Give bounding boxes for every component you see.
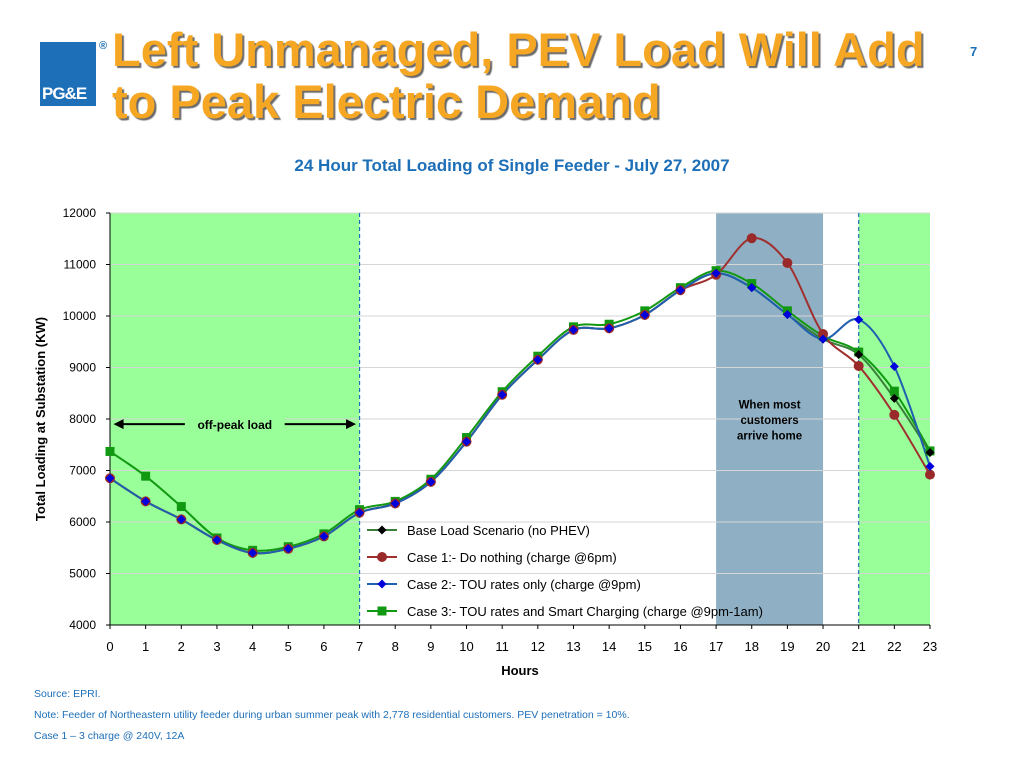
- data-point-case-2: [711, 268, 721, 278]
- data-point-case-1: [925, 469, 935, 480]
- x-tick-label: 3: [213, 639, 220, 654]
- x-tick-label: 0: [106, 639, 113, 654]
- data-point-case-2: [854, 315, 864, 325]
- x-tick-label: 17: [709, 639, 723, 654]
- data-point-case-2: [782, 309, 792, 319]
- y-tick-label: 4000: [69, 618, 96, 632]
- data-point-base-load: [925, 447, 935, 457]
- arrival-label-line-3: arrive home: [737, 431, 802, 443]
- data-point-case-2: [319, 531, 329, 541]
- x-tick-label: 7: [356, 639, 363, 654]
- x-tick-label: 19: [780, 639, 794, 654]
- y-tick-label: 9000: [69, 361, 96, 375]
- data-point-case-2: [212, 535, 222, 545]
- x-tick-label: 4: [249, 639, 256, 654]
- data-point-case-1: [818, 329, 829, 340]
- off-peak-arrowhead-left: [113, 419, 124, 430]
- logo-text: PG&E: [42, 84, 87, 103]
- y-tick-label: 5000: [69, 567, 96, 581]
- y-tick-label: 7000: [69, 464, 96, 478]
- x-tick-label: 11: [495, 639, 509, 654]
- y-tick-label: 10000: [63, 309, 97, 323]
- data-point-case-2: [248, 548, 258, 558]
- legend-label-base-load: Base Load Scenario (no PHEV): [407, 523, 590, 538]
- x-tick-label: 18: [745, 639, 759, 654]
- legend-label-case-1: Case 1:- Do nothing (charge @6pm): [407, 550, 617, 565]
- footnote-note: Note: Feeder of Northeastern utility fee…: [34, 709, 630, 721]
- legend-marker-base-load: [377, 525, 387, 535]
- footnote-case: Case 1 – 3 charge @ 240V, 12A: [34, 730, 185, 742]
- data-point-case-2: [747, 283, 757, 293]
- x-tick-label: 13: [566, 639, 580, 654]
- data-point-case-2: [176, 514, 186, 524]
- off-peak-label: off-peak load: [197, 418, 272, 432]
- y-tick-label: 6000: [69, 515, 96, 529]
- x-tick-label: 20: [816, 639, 830, 654]
- x-tick-label: 10: [459, 639, 473, 654]
- x-tick-label: 1: [142, 639, 149, 654]
- legend-marker-case-1: [377, 552, 387, 562]
- x-tick-label: 5: [285, 639, 292, 654]
- chart-title: 24 Hour Total Loading of Single Feeder -…: [294, 156, 730, 175]
- data-point-case-3: [176, 502, 186, 512]
- data-point-case-2: [141, 496, 151, 506]
- data-point-case-2: [462, 437, 472, 447]
- x-tick-label: 9: [427, 639, 434, 654]
- y-tick-label: 8000: [69, 412, 96, 426]
- data-point-case-2: [568, 325, 578, 335]
- x-axis-label: Hours: [501, 663, 539, 678]
- data-point-case-2: [604, 323, 614, 333]
- page-number: 7: [970, 44, 978, 59]
- data-point-case-2: [283, 544, 293, 554]
- x-tick-label: 15: [638, 639, 652, 654]
- data-point-case-1: [853, 360, 864, 371]
- x-tick-label: 14: [602, 639, 616, 654]
- x-tick-label: 16: [673, 639, 687, 654]
- legend-marker-case-3: [377, 606, 387, 616]
- off-peak-arrowhead-right: [346, 419, 356, 430]
- registered-mark: ®: [99, 40, 108, 52]
- data-point-case-1: [746, 233, 757, 244]
- x-tick-label: 2: [178, 639, 185, 654]
- data-point-case-2: [818, 334, 828, 344]
- data-point-case-2: [533, 355, 543, 365]
- arrival-label-line-2: customers: [740, 415, 798, 427]
- data-point-case-2: [889, 361, 899, 371]
- data-point-case-2: [497, 390, 507, 400]
- y-axis-label: Total Loading at Substation (KW): [33, 317, 48, 521]
- legend-marker-case-2: [377, 579, 387, 589]
- x-tick-label: 6: [320, 639, 327, 654]
- data-point-case-2: [355, 508, 365, 518]
- data-point-case-2: [426, 477, 436, 487]
- legend-label-case-3: Case 3:- TOU rates and Smart Charging (c…: [407, 604, 763, 619]
- x-tick-label: 8: [392, 639, 399, 654]
- data-point-case-3: [889, 386, 899, 396]
- slide-title: Left Unmanaged, PEV Load Will Add to Pea…: [112, 23, 925, 128]
- data-point-case-2: [640, 310, 650, 320]
- off-peak-label-bg: [184, 415, 285, 434]
- data-point-case-3: [141, 471, 151, 481]
- data-point-base-load: [889, 393, 899, 403]
- data-point-case-2: [390, 498, 400, 508]
- y-tick-label: 12000: [63, 206, 97, 220]
- x-tick-label: 21: [851, 639, 865, 654]
- footnote-source: Source: EPRI.: [34, 688, 101, 700]
- data-point-case-2: [925, 461, 935, 471]
- data-point-case-2: [105, 473, 115, 483]
- x-tick-label: 12: [531, 639, 545, 654]
- data-point-case-3: [105, 446, 115, 456]
- data-point-case-2: [675, 285, 685, 295]
- data-point-case-1: [889, 409, 900, 420]
- legend-label-case-2: Case 2:- TOU rates only (charge @9pm): [407, 577, 641, 592]
- y-tick-label: 11000: [64, 258, 97, 272]
- x-tick-label: 23: [923, 639, 937, 654]
- arrival-label-line-1: When most: [739, 400, 801, 412]
- x-tick-label: 22: [887, 639, 901, 654]
- pge-logo: PG&E: [40, 42, 96, 106]
- data-point-base-load: [854, 350, 864, 360]
- data-point-case-1: [782, 257, 793, 268]
